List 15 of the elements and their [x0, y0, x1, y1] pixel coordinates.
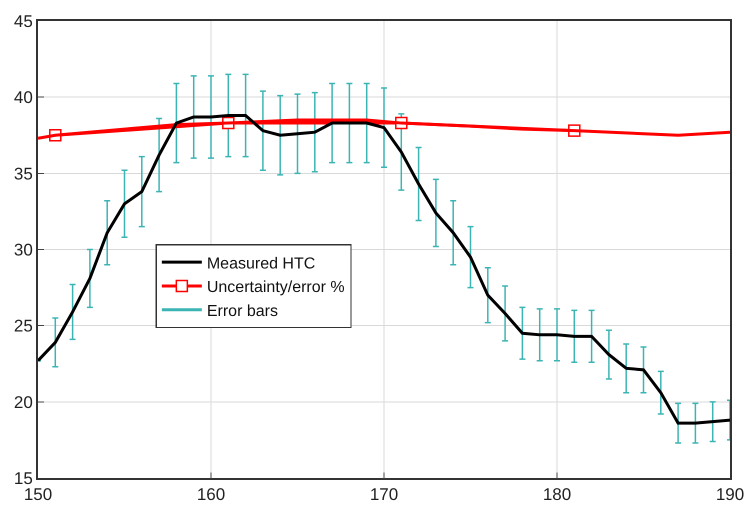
x-tick-label: 160: [196, 485, 226, 504]
x-tick-label: 170: [370, 485, 398, 504]
y-tick-label: 40: [14, 88, 33, 108]
y-tick-label: 45: [14, 12, 33, 31]
y-tick-label: 30: [14, 240, 33, 260]
y-tick-label: 20: [14, 392, 33, 412]
x-tick-label: 180: [542, 485, 572, 504]
y-tick-label: 35: [14, 164, 33, 184]
legend-label: Measured HTC: [206, 255, 316, 272]
y-tick-label: 25: [14, 316, 33, 336]
legend-label: Error bars: [206, 303, 278, 320]
x-tick-label: 190: [716, 485, 744, 504]
x-tick-label: 150: [24, 485, 52, 504]
legend-label: Uncertainty/error %: [206, 279, 345, 296]
y-tick-label: 15: [14, 468, 33, 488]
